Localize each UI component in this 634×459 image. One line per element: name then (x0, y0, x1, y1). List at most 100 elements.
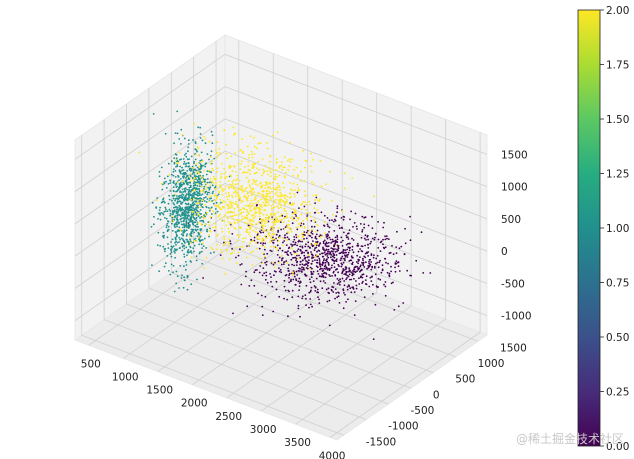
data-point (172, 202, 175, 204)
data-point (228, 166, 231, 168)
data-point (186, 158, 189, 161)
data-point (251, 239, 254, 242)
data-point (289, 182, 291, 184)
data-point (193, 188, 196, 191)
data-point (241, 184, 244, 187)
data-point (206, 181, 209, 184)
data-point (253, 271, 256, 274)
data-point (192, 139, 194, 141)
data-point (187, 275, 189, 278)
data-point (230, 186, 233, 189)
data-point (284, 226, 287, 229)
data-point (240, 160, 243, 163)
data-point (265, 190, 268, 193)
data-point (198, 243, 201, 246)
data-point (307, 251, 309, 254)
data-point (297, 295, 300, 298)
data-point (336, 211, 338, 214)
data-point (219, 175, 222, 178)
data-point (248, 156, 250, 159)
data-point (280, 198, 282, 200)
data-point (316, 254, 318, 256)
data-point (178, 241, 181, 243)
data-point (253, 191, 256, 194)
data-point (197, 176, 199, 178)
data-point (270, 237, 272, 240)
data-point (261, 239, 264, 242)
data-point (176, 225, 178, 228)
data-point (273, 214, 276, 216)
data-point (185, 155, 188, 158)
data-point (283, 209, 286, 212)
data-point (200, 183, 203, 186)
data-point (354, 212, 357, 215)
data-point (334, 259, 337, 262)
data-point (219, 208, 222, 211)
data-point (301, 234, 304, 237)
data-point (364, 261, 367, 264)
data-point (318, 200, 321, 203)
data-point (215, 181, 217, 184)
data-point (209, 178, 212, 181)
data-point (365, 239, 367, 241)
data-point (262, 213, 265, 216)
data-point (200, 151, 203, 154)
data-point (173, 290, 176, 293)
data-point (183, 198, 186, 201)
data-point (286, 200, 288, 203)
data-point (150, 225, 153, 228)
z-tick-label: 1000 (501, 182, 528, 194)
data-point (302, 223, 305, 225)
data-point (256, 184, 259, 187)
data-point (179, 207, 182, 210)
data-point (278, 184, 280, 187)
data-point (198, 172, 200, 175)
data-point (235, 262, 238, 265)
data-point (228, 164, 231, 167)
data-point (219, 254, 222, 256)
data-point (280, 195, 282, 198)
data-point (170, 263, 173, 266)
data-point (344, 268, 347, 270)
data-point (269, 241, 271, 244)
data-point (327, 261, 330, 264)
data-point (276, 248, 279, 251)
data-point (362, 259, 364, 262)
data-point (243, 157, 246, 160)
data-point (326, 269, 329, 271)
data-point (192, 179, 195, 182)
data-point (163, 177, 166, 180)
data-point (383, 221, 385, 224)
data-point (188, 181, 190, 184)
data-point (177, 188, 180, 191)
data-point (211, 248, 214, 250)
data-point (307, 233, 310, 235)
data-point (178, 138, 181, 140)
data-point (204, 223, 207, 226)
data-point (295, 236, 298, 239)
data-point (349, 287, 352, 290)
data-point (362, 257, 364, 260)
data-point (335, 258, 338, 261)
data-point (193, 231, 196, 234)
data-point (404, 227, 406, 230)
data-point (315, 277, 318, 280)
data-point (175, 240, 178, 243)
data-point (284, 194, 287, 197)
data-point (249, 185, 251, 188)
data-point (306, 218, 309, 221)
data-point (361, 245, 364, 248)
data-point (306, 229, 309, 232)
data-point (360, 289, 363, 291)
data-point (251, 204, 254, 207)
data-point (233, 165, 236, 168)
data-point (310, 273, 313, 276)
data-point (183, 276, 186, 278)
data-point (175, 222, 178, 224)
data-point (361, 282, 363, 284)
data-point (322, 246, 324, 249)
data-point (183, 196, 186, 199)
data-point (316, 229, 319, 232)
data-point (217, 206, 220, 209)
data-point (305, 231, 308, 234)
